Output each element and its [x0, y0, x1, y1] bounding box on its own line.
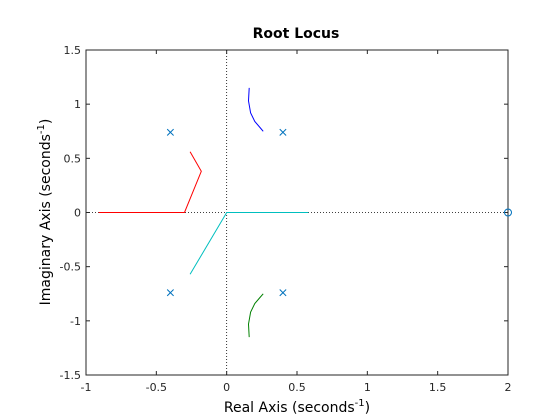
- x-tick-label: 2: [505, 381, 512, 394]
- y-tick-label: -1: [70, 315, 81, 328]
- locus-branch-3: [98, 151, 202, 213]
- pole-marker: [279, 289, 287, 297]
- pole-zero-markers: [166, 128, 512, 297]
- x-tick-label: 1.5: [429, 381, 447, 394]
- axis-ticks: [85, 49, 509, 376]
- pole-marker-stroke: [279, 128, 287, 136]
- zero-marker: [504, 208, 512, 217]
- pole-marker: [279, 128, 287, 136]
- x-tick-label: -1: [81, 381, 92, 394]
- pole-marker: [166, 289, 174, 297]
- pole-marker-stroke: [279, 289, 287, 297]
- y-tick-label: 1.5: [64, 44, 82, 57]
- locus-branches: [98, 87, 309, 338]
- y-axis-label-superscript: -1: [36, 124, 47, 134]
- y-axis-label: Imaginary Axis (seconds-1): [36, 119, 54, 306]
- y-tick-label: 1: [74, 98, 81, 111]
- x-tick-label: 0.5: [288, 381, 306, 394]
- y-tick-label: -1.5: [60, 369, 81, 382]
- y-tick-label: 0.5: [64, 152, 82, 165]
- pole-marker-stroke: [166, 289, 174, 297]
- pole-marker: [166, 128, 174, 136]
- y-tick-labels: -1.5 -1 -0.5 0 0.5 1 1.5: [60, 44, 81, 382]
- x-tick-label: 1: [364, 381, 371, 394]
- locus-branch-4: [189, 212, 309, 275]
- x-tick-label: -0.5: [146, 381, 167, 394]
- chart-title: Root Locus: [253, 26, 340, 42]
- y-tick-label: 0: [74, 207, 81, 220]
- x-axis-label: Real Axis (seconds-1): [224, 398, 370, 416]
- y-axis-label-text: Imaginary Axis (seconds: [38, 134, 54, 305]
- x-axis-label-text: Real Axis (seconds: [224, 400, 355, 416]
- x-tick-label: 0: [223, 381, 230, 394]
- x-axis-label-superscript: -1: [355, 398, 365, 409]
- y-axis-label-close: ): [38, 119, 54, 124]
- locus-branch-2: [247, 293, 264, 338]
- locus-branch-1: [247, 87, 264, 132]
- pole-marker-stroke: [166, 128, 174, 136]
- x-tick-labels: -1 -0.5 0 0.5 1 1.5 2: [81, 381, 512, 394]
- x-axis-label-close: ): [365, 400, 370, 416]
- y-tick-label: -0.5: [60, 261, 81, 274]
